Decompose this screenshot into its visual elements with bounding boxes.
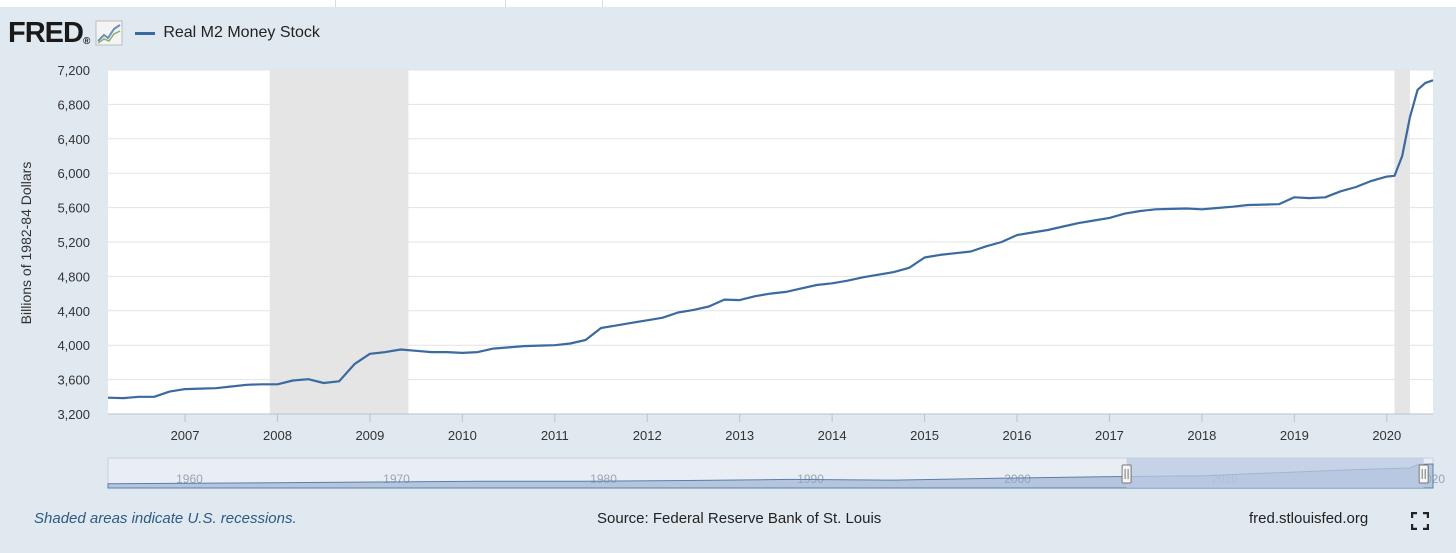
top-strip: [0, 0, 1456, 7]
top-strip-divider: [602, 0, 603, 7]
y-tick-label: 4,800: [57, 269, 90, 284]
recession-note: Shaded areas indicate U.S. recessions.: [34, 510, 297, 527]
navigator-handle-body: [1418, 464, 1429, 484]
y-tick-label: 6,800: [57, 97, 90, 112]
navigator-selection: [1126, 458, 1424, 488]
chart-line-icon: [95, 20, 123, 46]
y-tick-label: 3,200: [57, 407, 90, 422]
x-tick-label: 2017: [1095, 428, 1124, 443]
chart-legend[interactable]: Real M2 Money Stock: [135, 24, 320, 42]
x-tick-label: 2009: [355, 428, 384, 443]
x-tick-label: 2020: [1372, 428, 1401, 443]
x-tick-label: 2015: [910, 428, 939, 443]
y-tick-label: 6,400: [57, 132, 90, 147]
x-tick-label: 2016: [1003, 428, 1032, 443]
y-tick-label: 5,200: [57, 235, 90, 250]
y-tick-label: 6,000: [57, 166, 90, 181]
navigator-handle-body: [1121, 464, 1132, 484]
fred-logo[interactable]: FRED®: [8, 16, 90, 49]
y-tick-label: 4,400: [57, 304, 90, 319]
x-tick-label: 2014: [818, 428, 847, 443]
top-strip-divider: [335, 0, 336, 7]
x-tick-label: 2011: [541, 428, 569, 443]
top-strip-divider: [505, 0, 506, 7]
series-line: [107, 79, 1434, 400]
x-tick-label: 2019: [1280, 428, 1309, 443]
y-tick-label: 4,000: [57, 338, 90, 353]
legend-label: Real M2 Money Stock: [163, 24, 320, 41]
site-link[interactable]: fred.stlouisfed.org: [1249, 510, 1369, 527]
y-tick-label: 3,600: [57, 373, 90, 388]
x-tick-label: 2008: [263, 428, 292, 443]
legend-series-line: [135, 31, 156, 35]
fullscreen-icon[interactable]: [1411, 512, 1429, 530]
navigator-tick-label: 1960: [176, 472, 203, 486]
x-tick-label: 2018: [1187, 428, 1216, 443]
y-tick-label: 5,600: [57, 201, 90, 216]
chart-area[interactable]: Billions of 1982-84 Dollars 7,200 6,800 6,…: [0, 0, 1456, 500]
y-axis-label: Billions of 1982-84 Dollars: [18, 162, 34, 325]
x-tick-label: 2010: [448, 428, 477, 443]
navigator-handle[interactable]: [1121, 464, 1132, 484]
x-tick-label: 2007: [171, 428, 200, 443]
y-tick-label: 7,200: [57, 63, 90, 78]
navigator-handle[interactable]: [1418, 464, 1429, 484]
x-tick-label: 2012: [633, 428, 662, 443]
source-text: Source: Federal Reserve Bank of St. Loui…: [597, 510, 882, 527]
chart-header: FRED® Real M2 Money Stock: [8, 16, 320, 50]
x-tick-label: 2013: [725, 428, 754, 443]
